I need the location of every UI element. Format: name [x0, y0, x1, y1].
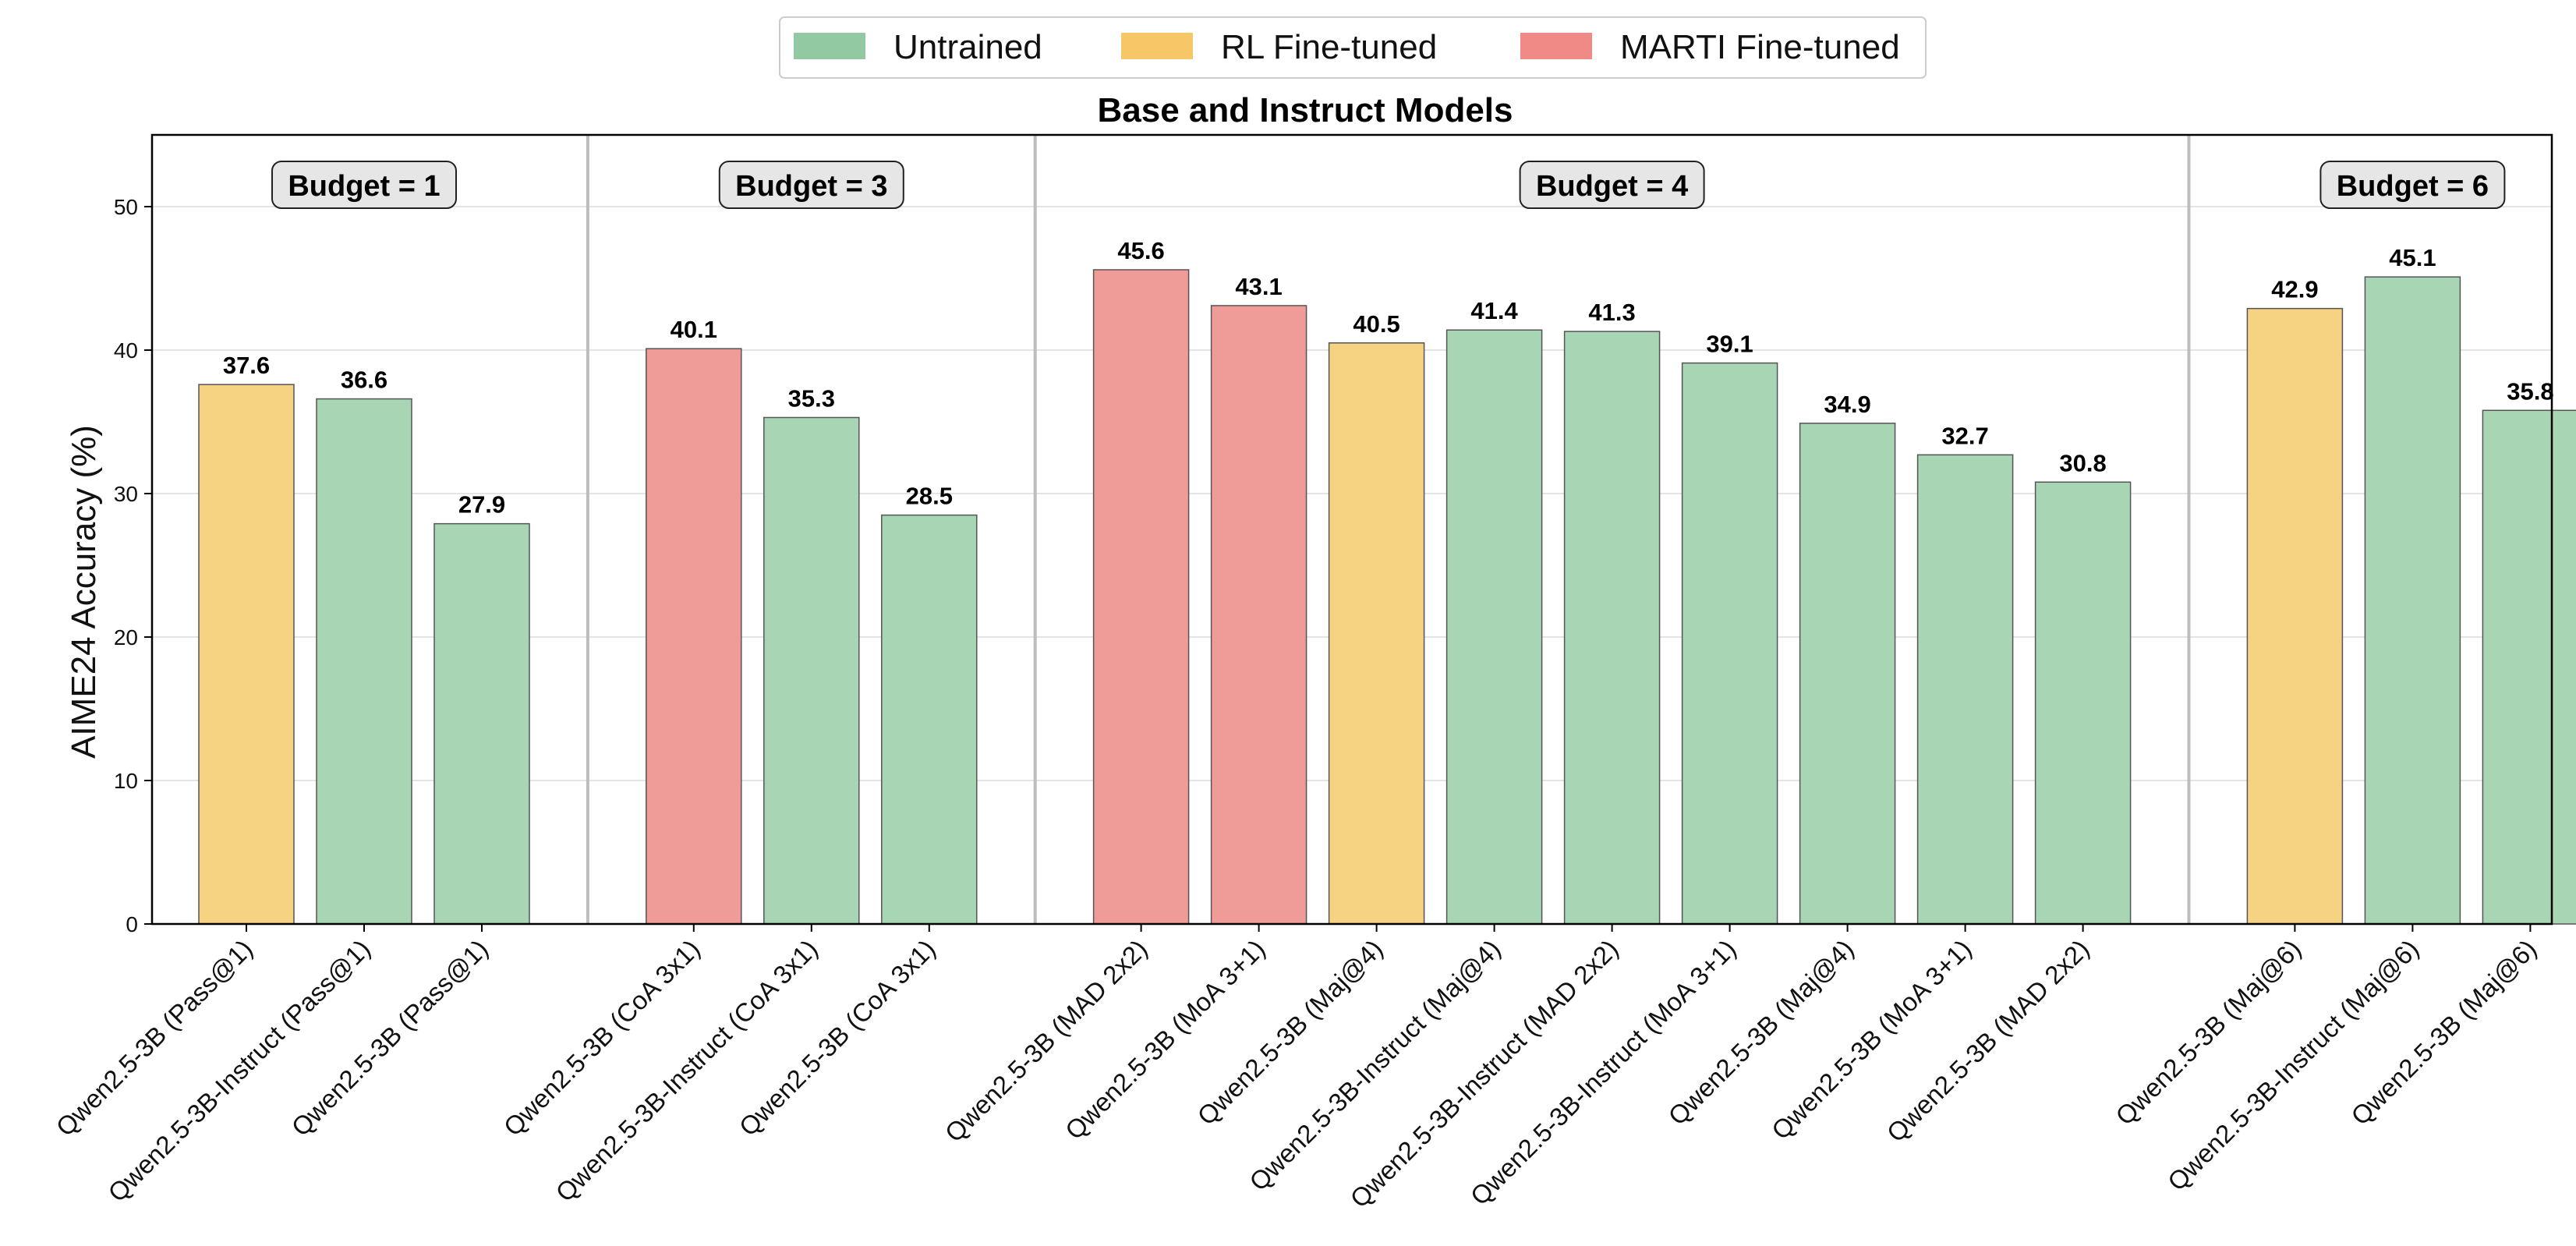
bar-value-label: 45.6	[1117, 237, 1164, 264]
bars	[198, 269, 2576, 925]
x-ticks: Qwen2.5-3B (Pass@1)Qwen2.5-3B-Instruct (…	[51, 924, 2542, 1213]
y-tick-label: 50	[114, 195, 138, 219]
bar-value-label: 41.3	[1588, 299, 1635, 326]
group-separators	[586, 135, 2191, 924]
bar-value-label: 41.4	[1470, 297, 1518, 324]
legend: Untrained RL Fine-tuned MARTI Fine-tuned	[779, 16, 1927, 79]
legend-label-rl: RL Fine-tuned	[1221, 28, 1437, 66]
budget-label-box	[271, 161, 457, 209]
x-tick-label: Qwen2.5-3B (Pass@1)	[286, 934, 494, 1142]
legend-label-untrained: Untrained	[893, 28, 1042, 66]
bar-untrained	[1916, 454, 2014, 925]
legend-label-marti: MARTI Fine-tuned	[1620, 28, 1900, 66]
x-tick-label: Qwen2.5-3B (MAD 2x2)	[939, 934, 1153, 1148]
bar-untrained	[2034, 481, 2132, 925]
budget-label: Budget = 1	[288, 170, 440, 203]
value-labels: 37.6 36.6 27.9 40.1 35.3 28.5 45.6 43.1 40.5 41.4…	[223, 237, 2554, 519]
bar-rl	[2246, 307, 2344, 925]
y-tick-label: 40	[114, 338, 138, 363]
x-tick-label: Qwen2.5-3B (MoA 3+1)	[1766, 934, 1977, 1145]
bar-value-label: 32.7	[1941, 422, 1988, 449]
bar-untrained	[433, 522, 530, 925]
bar-value-label: 27.9	[458, 491, 505, 519]
y-ticks: 0 10 20 30 40 50	[114, 195, 152, 936]
bar-untrained	[1563, 331, 1661, 925]
y-tick-label: 20	[114, 625, 138, 650]
bar-untrained	[2364, 276, 2461, 925]
bar-marti	[1092, 269, 1190, 925]
x-tick-label: Qwen2.5-3B (CoA 3x1)	[734, 934, 941, 1142]
bar-marti	[1210, 305, 1307, 925]
bar-untrained	[1799, 423, 1896, 925]
legend-swatch-untrained	[794, 33, 865, 59]
bar-value-label: 34.9	[1824, 391, 1870, 418]
bar-value-label: 45.1	[2389, 244, 2436, 271]
bar-untrained	[763, 416, 860, 925]
bar-untrained	[1445, 329, 1543, 925]
bar-value-label: 40.5	[1353, 310, 1399, 338]
budget-label-box	[1519, 161, 1705, 209]
plot-frame	[150, 133, 2553, 926]
x-tick-label: Qwen2.5-3B (MAD 2x2)	[1881, 934, 2095, 1148]
bar-value-label: 40.1	[671, 316, 717, 343]
bar-value-label: 35.8	[2507, 377, 2553, 405]
y-tick-label: 10	[114, 769, 138, 793]
budget-label-box	[2319, 161, 2506, 209]
bar-value-label: 35.3	[788, 384, 835, 412]
x-tick-label: Qwen2.5-3B-Instruct (CoA 3x1)	[550, 934, 823, 1207]
bar-rl	[1328, 342, 1425, 925]
budget-labels: Budget = 1 Budget = 3 Budget = 4 Budget = 6	[271, 161, 2506, 209]
x-tick-label: Qwen2.5-3B (CoA 3x1)	[498, 934, 706, 1142]
y-tick-label: 30	[114, 482, 138, 506]
bar-value-label: 42.9	[2271, 276, 2318, 303]
bar-marti	[646, 348, 742, 925]
budget-label: Budget = 3	[735, 170, 887, 203]
y-tick-label: 0	[126, 912, 138, 936]
budget-label: Budget = 6	[2337, 170, 2489, 203]
bar-value-label: 43.1	[1235, 273, 1282, 300]
x-tick-label: Qwen2.5-3B (Pass@1)	[51, 934, 258, 1142]
x-tick-label: Qwen2.5-3B-Instruct (Maj@6)	[2162, 934, 2424, 1196]
bar-untrained	[881, 514, 978, 925]
bar-value-label: 37.6	[223, 352, 270, 379]
bar-value-label: 30.8	[2059, 449, 2106, 476]
x-tick-label: Qwen2.5-3B (MoA 3+1)	[1060, 934, 1271, 1145]
legend-swatch-marti	[1520, 33, 1592, 59]
legend-swatch-rl	[1121, 33, 1193, 59]
x-tick-label: Qwen2.5-3B-Instruct (Maj@4)	[1244, 934, 1506, 1196]
legend-frame	[779, 16, 1927, 79]
bar-untrained	[2482, 409, 2576, 925]
bar-value-label: 36.6	[341, 366, 387, 394]
y-axis-label: AIME24 Accuracy (%)	[65, 425, 103, 759]
bar-untrained	[1681, 362, 1778, 925]
budget-label: Budget = 4	[1536, 170, 1688, 203]
budget-label-box	[718, 161, 904, 209]
bar-value-label: 39.1	[1706, 331, 1753, 358]
chart-title: Base and Instruct Models	[1097, 91, 1513, 129]
x-tick-label: Qwen2.5-3B-Instruct (Pass@1)	[102, 934, 376, 1208]
bar-rl	[198, 384, 295, 925]
bar-untrained	[316, 398, 412, 925]
bar-value-label: 28.5	[906, 483, 953, 510]
